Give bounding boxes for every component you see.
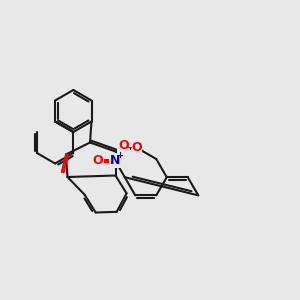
Text: N: N	[110, 154, 120, 167]
Text: −: −	[125, 142, 133, 153]
Text: O: O	[92, 154, 103, 167]
Text: +: +	[116, 151, 123, 160]
Text: O: O	[131, 141, 142, 154]
Text: O: O	[118, 139, 129, 152]
